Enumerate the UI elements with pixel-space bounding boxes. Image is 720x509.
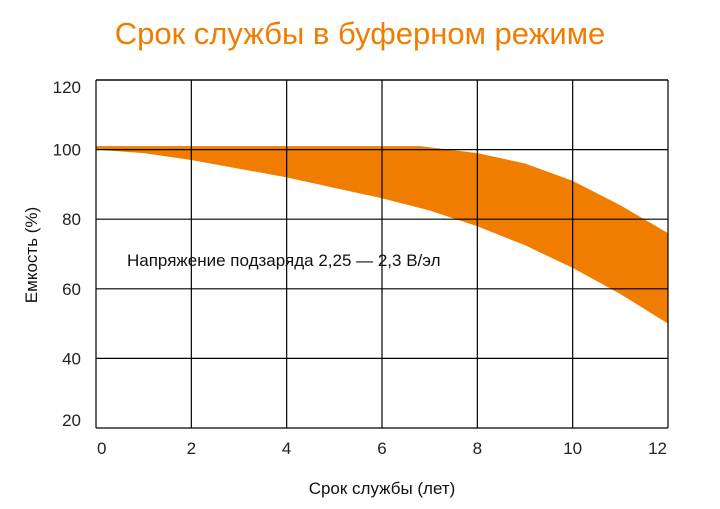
- y-tick-label: 60: [62, 280, 81, 299]
- x-tick-label: 12: [648, 439, 667, 458]
- x-axis-label: Срок службы (лет): [309, 479, 456, 498]
- x-tick-label: 2: [187, 439, 196, 458]
- y-tick-label: 100: [53, 141, 81, 160]
- y-axis-label: Емкость (%): [22, 207, 41, 303]
- y-tick-label: 20: [62, 411, 81, 430]
- grid: [95, 79, 669, 429]
- x-tick-label: 6: [377, 439, 386, 458]
- x-tick-label: 10: [563, 439, 582, 458]
- x-tick-label: 0: [97, 439, 106, 458]
- x-tick-label: 4: [282, 439, 291, 458]
- y-tick-label: 40: [62, 349, 81, 368]
- capacity-band: [96, 146, 668, 324]
- y-tick-labels: 20 40 60 80 100 120: [53, 78, 81, 430]
- y-tick-label: 80: [62, 210, 81, 229]
- x-tick-label: 8: [473, 439, 482, 458]
- y-tick-label: 120: [53, 78, 81, 97]
- x-tick-labels: 0 2 4 6 8 10 12: [97, 439, 667, 458]
- voltage-annotation: Напряжение подзаряда 2,25 — 2,3 В/эл: [127, 251, 441, 270]
- chart-title: Срок службы в буферном режиме: [114, 16, 606, 51]
